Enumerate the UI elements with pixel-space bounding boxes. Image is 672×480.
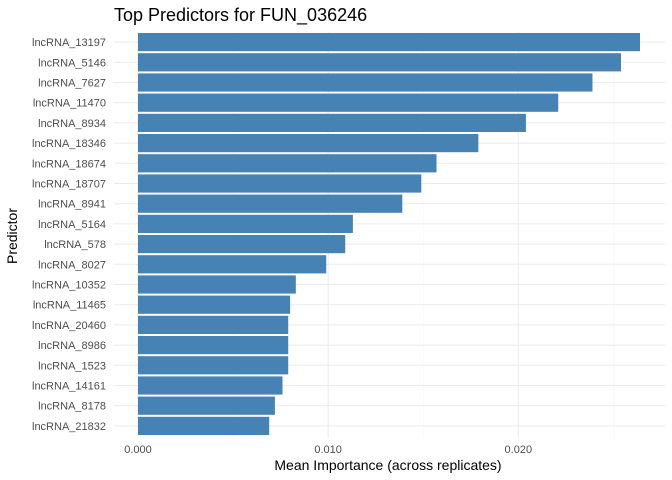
bar-lncRNA_18707 xyxy=(138,174,422,193)
y-tick-label: lncRNA_11465 xyxy=(33,300,106,312)
y-tick-labels: lncRNA_13197 lncRNA_5146 lncRNA_7627 lncRNA… xyxy=(32,37,106,433)
bar-lncRNA_5164 xyxy=(138,214,353,233)
y-axis-title: Predictor xyxy=(4,208,20,264)
bar-lncRNA_18346 xyxy=(138,134,479,153)
y-tick-label: lncRNA_578 xyxy=(44,239,106,251)
bar-lncRNA_8027 xyxy=(138,255,327,274)
bar-lncRNA_5146 xyxy=(138,53,621,72)
y-tick-label: lncRNA_8934 xyxy=(38,118,106,130)
y-tick-label: lncRNA_18707 xyxy=(32,179,106,191)
bar-lncRNA_8934 xyxy=(138,113,526,132)
y-tick-label: lncRNA_8027 xyxy=(38,259,106,271)
y-tick-label: lncRNA_18674 xyxy=(32,158,106,170)
bar-lncRNA_1523 xyxy=(138,356,289,375)
x-tick-labels: 0.000 0.010 0.020 xyxy=(124,444,532,456)
chart-title: Top Predictors for FUN_036246 xyxy=(114,5,367,26)
bar-lncRNA_8986 xyxy=(138,336,289,355)
y-tick-label: lncRNA_1523 xyxy=(38,360,106,372)
bars xyxy=(138,33,640,435)
y-tick-label: lncRNA_8178 xyxy=(38,401,106,413)
x-tick-label: 0.000 xyxy=(124,444,152,456)
y-tick-label: lncRNA_14161 xyxy=(32,381,106,393)
y-tick-label: lncRNA_8941 xyxy=(38,199,106,211)
x-tick-label: 0.020 xyxy=(505,444,533,456)
y-tick-label: lncRNA_18346 xyxy=(32,138,106,150)
x-axis-title: Mean Importance (across replicates) xyxy=(274,457,501,473)
bar-lncRNA_8941 xyxy=(138,194,403,213)
bar-lncRNA_10352 xyxy=(138,275,296,294)
y-tick-label: lncRNA_7627 xyxy=(38,78,106,90)
bar-lncRNA_11465 xyxy=(138,295,291,314)
y-tick-label: lncRNA_5164 xyxy=(38,219,106,231)
bar-lncRNA_18674 xyxy=(138,154,437,173)
bar-lncRNA_14161 xyxy=(138,376,283,395)
y-tick-label: lncRNA_8986 xyxy=(38,340,106,352)
bar-lncRNA_8178 xyxy=(138,396,275,415)
y-tick-label: lncRNA_11470 xyxy=(33,98,106,110)
bar-lncRNA_578 xyxy=(138,235,346,254)
y-tick-label: lncRNA_21832 xyxy=(32,421,106,433)
bar-lncRNA_13197 xyxy=(138,33,640,52)
bar-lncRNA_11470 xyxy=(138,93,559,112)
x-tick-label: 0.010 xyxy=(314,444,342,456)
y-tick-label: lncRNA_5146 xyxy=(38,57,106,69)
bar-lncRNA_21832 xyxy=(138,416,270,435)
bar-lncRNA_20460 xyxy=(138,315,289,334)
y-tick-label: lncRNA_20460 xyxy=(32,320,106,332)
y-tick-label: lncRNA_10352 xyxy=(32,280,106,292)
bar-lncRNA_7627 xyxy=(138,73,593,92)
y-tick-label: lncRNA_13197 xyxy=(32,37,106,49)
